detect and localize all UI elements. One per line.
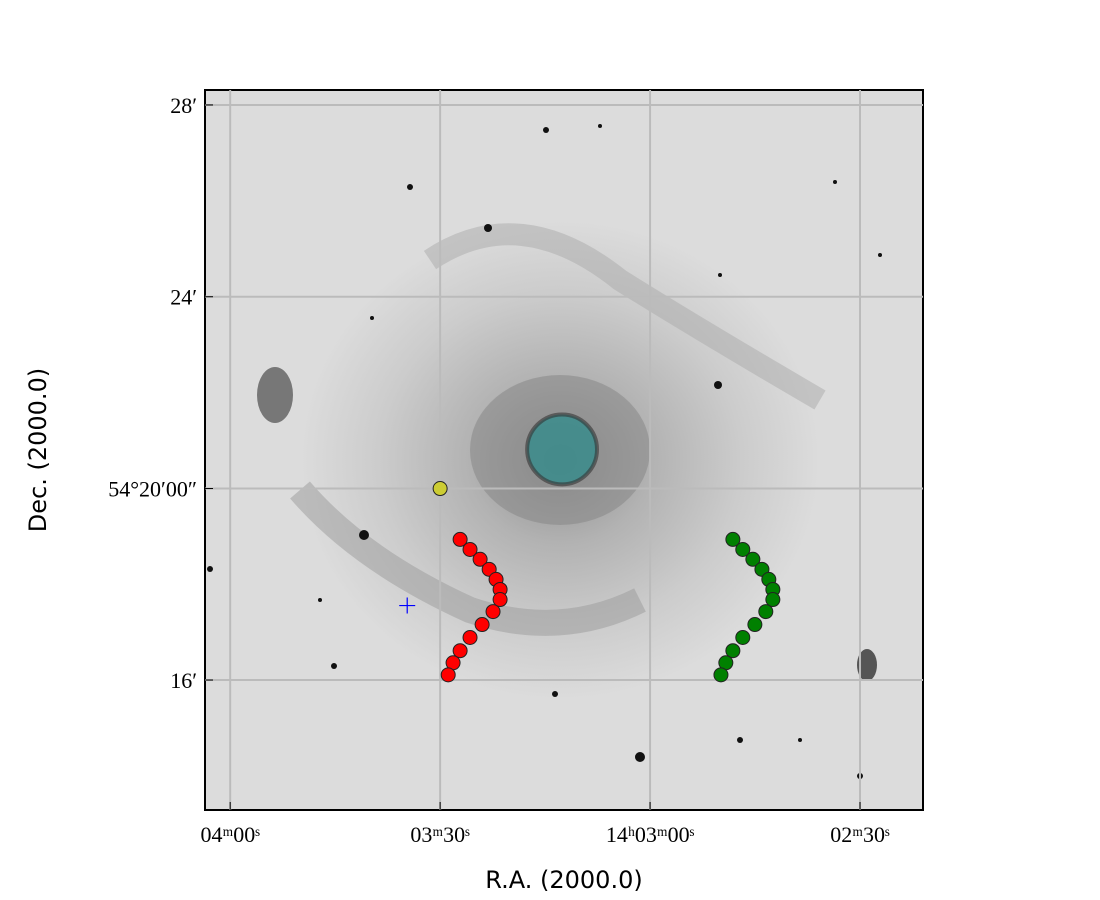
point [452, 531, 468, 547]
y-tick-label: 28′ [170, 93, 197, 118]
y-tick-label: 16′ [170, 668, 197, 693]
point [485, 604, 501, 620]
point [725, 531, 741, 547]
point [440, 667, 456, 683]
point [735, 629, 751, 645]
point [432, 481, 448, 497]
region-circle [525, 412, 600, 487]
point [462, 541, 478, 557]
point [735, 541, 751, 557]
point [765, 592, 781, 608]
point [474, 617, 490, 633]
point [492, 592, 508, 608]
point [452, 643, 468, 659]
point [745, 551, 761, 567]
point [747, 617, 763, 633]
y-tick-label: 54°20′00″ [108, 477, 197, 502]
x-tick-label: 14ʰ03ᵐ00ˢ [606, 822, 695, 847]
point [758, 604, 774, 620]
point [725, 643, 741, 659]
point [462, 629, 478, 645]
y-tick-label: 24′ [170, 285, 197, 310]
x-tick-label: 02ᵐ30ˢ [830, 822, 890, 847]
point [713, 667, 729, 683]
y-axis-label: Dec. (2000.0) [24, 368, 52, 532]
x-tick-label: 04ᵐ00ˢ [200, 822, 260, 847]
x-tick-label: 03ᵐ30ˢ [410, 822, 470, 847]
cross-marker [399, 597, 416, 614]
x-axis-label: R.A. (2000.0) [485, 866, 642, 894]
point [472, 551, 488, 567]
plot-frame [204, 89, 924, 811]
